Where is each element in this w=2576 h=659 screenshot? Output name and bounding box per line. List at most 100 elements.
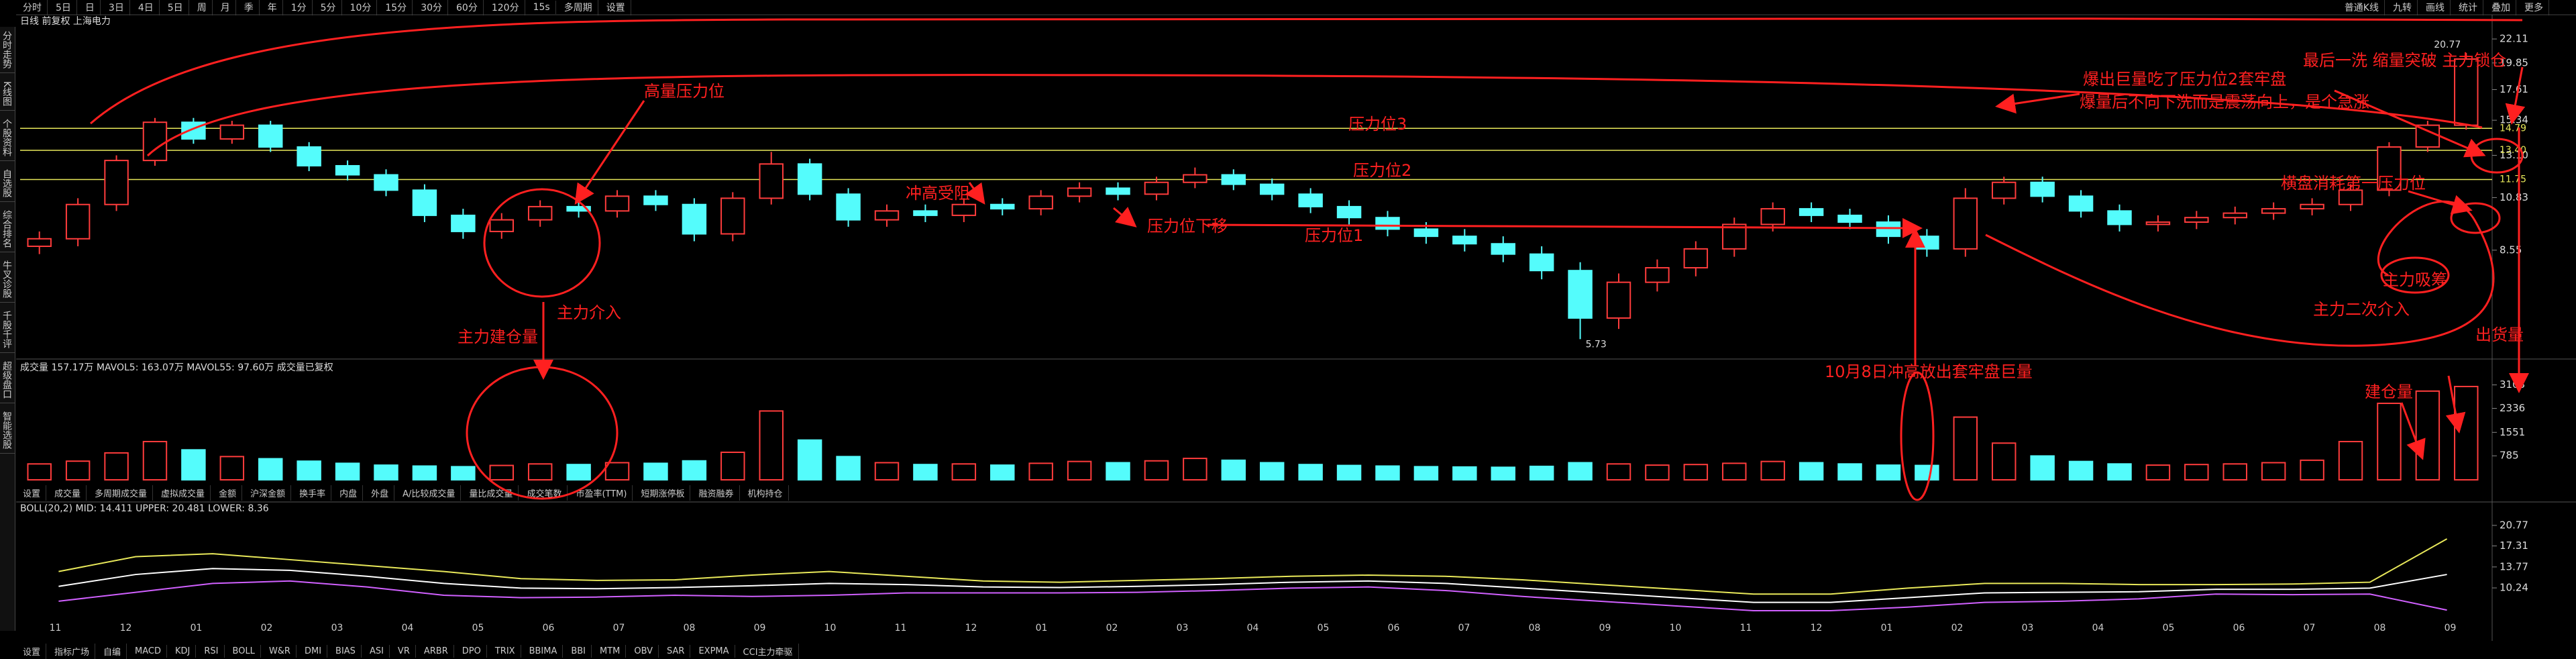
volume-tab[interactable]: 金额 <box>213 485 243 501</box>
tool-button[interactable]: 普通K线 <box>2339 0 2385 15</box>
period-tab[interactable]: 周 <box>192 0 213 15</box>
period-tab[interactable]: 4日 <box>133 0 160 15</box>
period-tab[interactable]: 60分 <box>451 0 484 15</box>
volume-bar <box>1722 462 1747 480</box>
side-tab[interactable]: 智能选股 <box>0 407 15 454</box>
volume-bar <box>566 464 591 480</box>
annotation: 高量压力位 <box>644 82 724 101</box>
side-tab[interactable]: 个股资料 <box>0 115 15 162</box>
side-tab[interactable]: 综合排名 <box>0 206 15 253</box>
tool-button[interactable]: 九转 <box>2387 0 2418 15</box>
volume-tab[interactable]: 短期涨停板 <box>635 485 691 501</box>
volume-tab[interactable]: 外盘 <box>366 485 395 501</box>
volume-bar <box>2415 390 2440 481</box>
period-tab[interactable]: 设置 <box>601 0 631 15</box>
period-tab[interactable]: 分时 <box>17 0 48 15</box>
indicator-tab[interactable]: CCI主力牵驱 <box>738 643 799 659</box>
volume-tab[interactable]: 换手率 <box>294 485 332 501</box>
tool-toolbar: 普通K线 九转 画线 统计 叠加 更多 <box>2339 0 2549 15</box>
period-tab[interactable]: 多周期 <box>559 0 598 15</box>
volume-tab[interactable]: 内盘 <box>334 485 364 501</box>
side-tab[interactable]: 超级盘口 <box>0 357 15 404</box>
period-tab[interactable]: 10分 <box>345 0 378 15</box>
candle-body <box>1221 174 1246 185</box>
indicator-tab[interactable]: SAR <box>661 644 691 658</box>
indicator-tab[interactable]: 指标广场 <box>49 643 96 659</box>
candle-body <box>104 160 129 205</box>
y-tick-label: 10.83 <box>2500 191 2528 203</box>
period-tab[interactable]: 15分 <box>380 0 413 15</box>
x-tick-label: 04 <box>2092 623 2104 633</box>
indicator-tab[interactable]: 设置 <box>17 643 47 659</box>
high-label: 20.77 <box>2434 40 2461 50</box>
period-tab[interactable]: 年 <box>262 0 283 15</box>
volume-tab[interactable]: A/比较成交量 <box>397 485 462 501</box>
x-tick-label: 01 <box>1036 623 1048 633</box>
side-tab[interactable]: 千股千评 <box>0 307 15 354</box>
annotation: 出货量 <box>2475 325 2524 344</box>
volume-tab[interactable]: 市盈率(TTM) <box>570 485 633 501</box>
volume-bar <box>1915 464 1939 481</box>
volume-bar <box>2145 464 2171 481</box>
indicator-tab[interactable]: DPO <box>457 644 487 658</box>
indicator-tab[interactable]: VR <box>392 644 416 658</box>
indicator-tab[interactable]: TRIX <box>490 644 521 658</box>
period-tab[interactable]: 1分 <box>286 0 313 15</box>
candle-body <box>1529 253 1554 272</box>
period-tab[interactable]: 日 <box>80 0 101 15</box>
tool-button[interactable]: 统计 <box>2453 0 2483 15</box>
period-tab[interactable]: 30分 <box>415 0 449 15</box>
y-tick-label: 785 <box>2500 450 2519 462</box>
volume-tab[interactable]: 沪深金额 <box>245 485 292 501</box>
indicator-tab[interactable]: DMI <box>299 644 328 658</box>
indicator-tab[interactable]: MTM <box>594 644 627 658</box>
period-tab[interactable]: 15s <box>528 1 556 14</box>
volume-tab[interactable]: 机构持仓 <box>743 485 789 501</box>
volume-bar <box>2338 441 2363 481</box>
volume-tab[interactable]: 成交量 <box>49 485 87 501</box>
tool-button[interactable]: 叠加 <box>2486 0 2516 15</box>
side-tab[interactable]: K线图 <box>0 77 15 111</box>
indicator-tab[interactable]: ASI <box>364 644 390 658</box>
indicator-tab[interactable]: BBIMA <box>524 644 564 658</box>
period-tab[interactable]: 月 <box>215 0 236 15</box>
period-tab[interactable]: 5日 <box>162 0 189 15</box>
volume-tab[interactable]: 成交笔数 <box>521 485 568 501</box>
indicator-tab[interactable]: OBV <box>629 644 659 658</box>
indicator-tab[interactable]: 自编 <box>98 643 127 659</box>
candle-body <box>990 203 1015 210</box>
tool-button[interactable]: 画线 <box>2420 0 2451 15</box>
volume-tab[interactable]: 多周期成交量 <box>89 485 154 501</box>
period-tab[interactable]: 季 <box>239 0 260 15</box>
period-tab[interactable]: 5日 <box>50 0 77 15</box>
indicator-tab[interactable]: BIAS <box>330 644 362 658</box>
y-tick-label: 10.24 <box>2500 582 2528 594</box>
period-tab[interactable]: 3日 <box>103 0 130 15</box>
arrow <box>2400 402 2426 460</box>
x-tick-label: 09 <box>1599 623 1611 633</box>
period-tab[interactable]: 120分 <box>486 0 525 15</box>
volume-tab[interactable]: 量比成交量 <box>464 485 519 501</box>
indicator-tab[interactable]: RSI <box>199 644 225 658</box>
indicator-tab[interactable]: MACD <box>129 644 168 658</box>
volume-tab[interactable]: 虚拟成交量 <box>156 485 211 501</box>
tool-button[interactable]: 更多 <box>2519 0 2549 15</box>
side-tab[interactable]: 牛叉诊股 <box>0 256 15 303</box>
indicator-tab[interactable]: KDJ <box>170 644 197 658</box>
indicator-tab[interactable]: EXPMA <box>693 644 735 658</box>
arrow <box>1113 207 1137 227</box>
indicator-tab[interactable]: ARBR <box>419 644 454 658</box>
volume-bar <box>1760 460 1785 480</box>
volume-tab[interactable]: 设置 <box>17 485 47 501</box>
indicator-tab[interactable]: W&R <box>264 644 297 658</box>
volume-bar <box>1992 442 2017 481</box>
side-tab[interactable]: 分时走势 <box>0 27 15 73</box>
circle <box>483 188 601 298</box>
volume-bar <box>1568 462 1593 480</box>
period-tab[interactable]: 5分 <box>315 0 342 15</box>
candle-body <box>759 163 784 199</box>
indicator-tab[interactable]: BBI <box>566 644 592 658</box>
side-tab[interactable]: 自选股 <box>0 165 15 203</box>
indicator-tab[interactable]: BOLL <box>227 644 261 658</box>
volume-tab[interactable]: 融资融券 <box>693 485 740 501</box>
